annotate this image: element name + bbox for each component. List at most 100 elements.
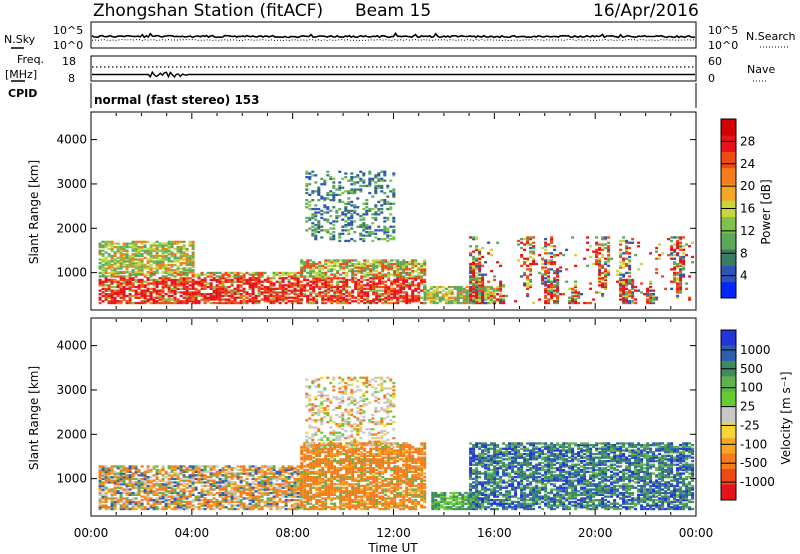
vel-image-cell [131, 477, 135, 481]
vel-image-cell [236, 499, 240, 502]
vel-image-cell [119, 483, 123, 486]
power-image-cell [544, 294, 548, 298]
power-image-cell [383, 172, 387, 175]
power-image-cell [125, 256, 129, 259]
power-image-cell [242, 294, 246, 298]
vel-image-cell [110, 493, 114, 496]
power-image-cell [254, 278, 258, 282]
vel-image-cell [161, 468, 165, 472]
vel-image-cell [119, 495, 123, 498]
vel-image-cell [315, 444, 319, 447]
vel-image-cell [327, 491, 331, 495]
power-image-cell [272, 300, 276, 303]
power-image-cell [374, 216, 378, 220]
vel-image-cell [278, 488, 282, 491]
power-image-cell [517, 259, 521, 262]
power-image-cell [110, 254, 114, 258]
vel-image-cell [324, 507, 328, 511]
vel-image-cell [122, 479, 126, 482]
power-image-cell [324, 280, 328, 283]
power-image-cell [263, 300, 267, 303]
power-image-cell [357, 262, 361, 266]
power-image-cell [329, 232, 333, 235]
power-image-cell [110, 298, 114, 301]
power-image-cell [342, 266, 346, 269]
power-image-cell [185, 277, 189, 280]
power-image-cell [161, 254, 165, 258]
vel-image-cell [116, 483, 120, 486]
vel-image-cell [221, 481, 225, 484]
power-image-cell [405, 293, 409, 296]
vel-image-cell [209, 476, 213, 479]
power-image-cell [478, 264, 482, 267]
power-image-cell [619, 280, 623, 283]
power-image-cell [167, 291, 171, 294]
power-image-cell [245, 300, 249, 303]
power-image-cell [191, 256, 195, 259]
vel-image-cell [245, 481, 249, 484]
power-image-cell [107, 242, 111, 245]
nsky-tick-low: 10^0 [53, 39, 83, 52]
vel-image-cell [321, 461, 325, 465]
power-image-cell [176, 260, 180, 263]
power-image-cell [465, 301, 469, 305]
power-image-cell [257, 271, 261, 275]
power-image-cell [384, 298, 388, 301]
power-image-cell [317, 207, 321, 211]
power-image-cell [601, 236, 605, 239]
power-image-cell [344, 172, 348, 175]
power-image-cell [146, 287, 150, 290]
power-image-cell [143, 240, 147, 243]
power-image-cell [113, 246, 117, 249]
power-image-cell [541, 278, 545, 282]
vel-image-cell [125, 470, 129, 473]
vel-image-cell [122, 483, 126, 486]
power-image-cell [574, 291, 578, 294]
power-image-cell [670, 236, 674, 239]
vel-image-cell [260, 481, 264, 484]
vel-image-cell [315, 491, 319, 495]
power-image-cell [333, 291, 337, 294]
vel-image-cell [309, 454, 313, 457]
power-image-cell [227, 294, 231, 298]
power-image-cell [251, 291, 255, 294]
vel-image-cell [281, 500, 285, 504]
power-image-cell [110, 280, 114, 283]
vel-image-cell [312, 476, 316, 479]
power-colorbar-tick-label: 28 [740, 134, 755, 148]
vel-image-cell [209, 486, 213, 489]
power-image-cell [185, 271, 189, 275]
vel-image-cell [290, 467, 294, 470]
power-image-cell [212, 291, 216, 294]
power-image-cell [408, 275, 412, 278]
power-image-cell [366, 284, 370, 287]
power-image-cell [131, 262, 135, 265]
vel-image-cell [312, 472, 316, 475]
power-image-cell [673, 278, 677, 282]
power-image-cell [631, 280, 635, 283]
vel-image-cell [233, 472, 237, 475]
power-image-cell [342, 285, 346, 289]
power-image-cell [287, 275, 291, 278]
vel-image-cell [251, 477, 255, 481]
vel-image-cell [281, 491, 285, 495]
power-image-cell [164, 285, 168, 289]
power-image-cell [583, 257, 587, 260]
vel-image-cell [224, 465, 228, 468]
vel-image-cell [321, 451, 325, 454]
power-image-cell [284, 301, 288, 305]
vel-image-cell [324, 483, 328, 486]
power-image-cell [125, 265, 129, 268]
vel-image-cell [272, 472, 276, 475]
vel-image-cell [179, 468, 183, 472]
power-image-cell [601, 245, 605, 248]
power-image-cell [155, 262, 159, 265]
power-image-cell [330, 298, 334, 301]
power-image-cell [577, 301, 581, 305]
vel-image-cell [309, 470, 313, 473]
power-image-cell [667, 254, 671, 257]
vel-image-cell [146, 479, 150, 482]
power-image-cell [98, 296, 102, 299]
power-image-cell [682, 245, 686, 248]
power-image-cell [333, 285, 337, 289]
